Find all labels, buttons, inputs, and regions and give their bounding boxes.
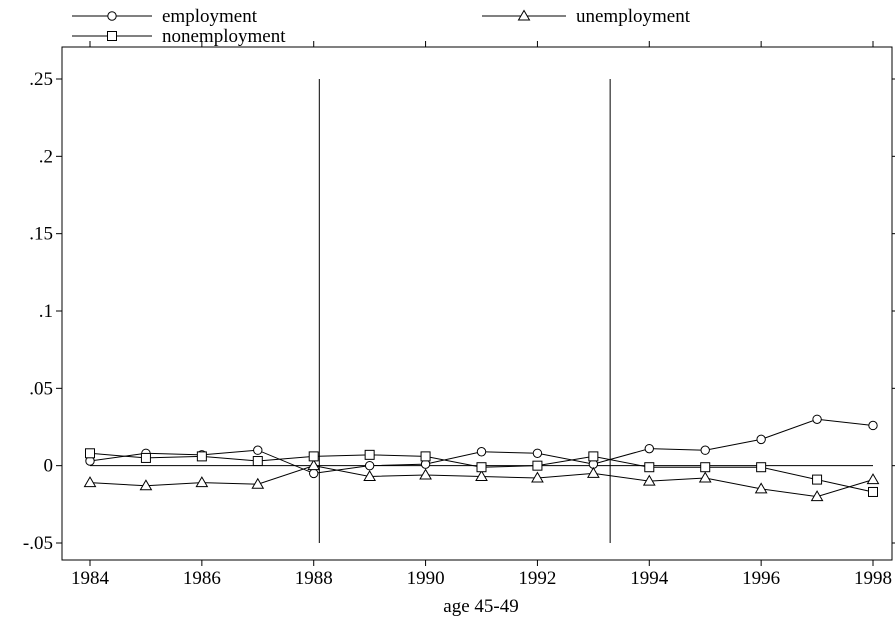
legend-marker-triangle: [517, 9, 531, 21]
data-point-unemployment: [866, 473, 880, 485]
plot-area: [83, 79, 880, 543]
data-point-unemployment: [586, 466, 600, 478]
data-point-unemployment: [83, 476, 97, 488]
y-tick-label: .1: [39, 301, 53, 322]
x-tick-label: 1988: [295, 568, 333, 589]
data-point-nonemployment: [252, 456, 263, 467]
legend-label: employment: [162, 6, 258, 27]
data-point-unemployment: [307, 459, 321, 471]
x-tick-label: 1998: [854, 568, 892, 589]
data-point-unemployment: [642, 474, 656, 486]
legend-marker-circle: [107, 11, 117, 21]
data-point-unemployment: [251, 477, 265, 489]
data-point-nonemployment: [868, 486, 878, 497]
data-point-nonemployment: [644, 462, 655, 473]
data-point-employment: [309, 468, 319, 479]
y-tick-label: .15: [29, 224, 53, 245]
data-point-employment: [476, 447, 487, 457]
series-unemployment: [83, 459, 880, 502]
y-tick-label: 0: [44, 456, 54, 477]
legend-item-employment: employment: [72, 6, 258, 27]
legend-item-unemployment: unemployment: [482, 6, 691, 27]
data-point-nonemployment: [196, 451, 207, 462]
legend-label: nonemployment: [162, 26, 286, 47]
data-point-nonemployment: [756, 462, 767, 473]
x-tick-label: 1990: [407, 568, 445, 589]
data-point-unemployment: [419, 468, 432, 480]
data-point-nonemployment: [812, 474, 823, 485]
data-point-employment: [364, 460, 375, 471]
data-point-nonemployment: [308, 451, 319, 462]
data-point-employment: [756, 434, 766, 445]
data-point-nonemployment: [588, 451, 599, 462]
data-point-employment: [253, 445, 263, 455]
legend-label: unemployment: [576, 6, 691, 27]
data-point-nonemployment: [140, 452, 151, 463]
series-nonemployment: [85, 448, 878, 497]
legend-item-nonemployment: nonemployment: [72, 26, 286, 47]
x-tick-label: 1986: [183, 568, 221, 589]
data-point-nonemployment: [364, 449, 375, 460]
y-tick-label: -.05: [23, 533, 53, 554]
data-point-unemployment: [754, 482, 768, 494]
data-point-employment: [868, 420, 878, 431]
data-point-employment: [700, 445, 710, 455]
plot-frame: [61, 46, 893, 561]
data-point-nonemployment: [476, 462, 487, 473]
y-tick-label: .05: [29, 378, 53, 399]
y-tick-label: .2: [39, 146, 53, 167]
data-point-nonemployment: [532, 460, 543, 471]
data-point-unemployment: [531, 471, 544, 483]
axes: -.05 0 .05 .1 .15 .2 .25 1984 1986 1988 1990 1992 19…: [23, 41, 895, 589]
data-point-unemployment: [810, 490, 824, 502]
x-tick-label: 1984: [71, 568, 110, 589]
data-point-unemployment: [139, 479, 153, 491]
data-point-unemployment: [698, 471, 712, 483]
data-point-employment: [644, 443, 654, 454]
legend-marker-square: [107, 31, 117, 41]
data-point-nonemployment: [420, 451, 431, 462]
x-tick-label: 1994: [630, 568, 669, 589]
data-point-unemployment: [363, 469, 377, 481]
x-axis-label: age 45-49: [443, 596, 518, 617]
data-point-nonemployment: [85, 448, 95, 459]
x-tick-label: 1992: [518, 568, 556, 589]
data-point-employment: [812, 414, 822, 424]
data-point-employment: [532, 448, 543, 458]
data-point-unemployment: [475, 469, 488, 481]
data-point-unemployment: [195, 476, 209, 488]
data-point-nonemployment: [700, 462, 711, 473]
legend: employment unemployment nonemployment: [72, 6, 691, 47]
x-tick-label: 1996: [742, 568, 780, 589]
y-tick-label: .25: [29, 69, 53, 90]
